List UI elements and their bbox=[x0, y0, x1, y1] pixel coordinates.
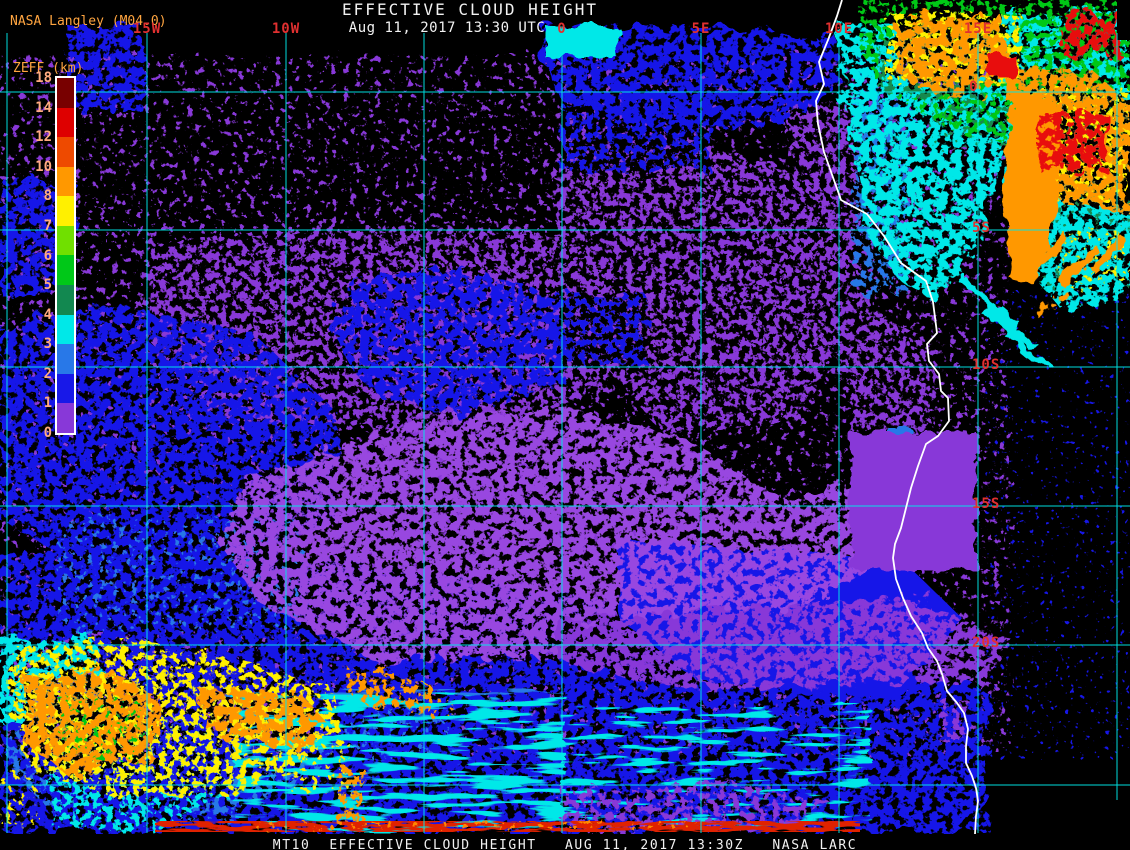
legend-tick-5: 5 bbox=[43, 277, 52, 293]
legend-tick-0: 0 bbox=[43, 425, 52, 441]
lat-label-0: 0 bbox=[969, 79, 979, 95]
legend-swatch-6-7 bbox=[57, 225, 74, 256]
lat-label-10s: 10S bbox=[972, 357, 1001, 373]
lon-label-10w: 10W bbox=[271, 21, 301, 37]
legend-tick-6: 6 bbox=[43, 248, 52, 264]
footer-bar: MT10 EFFECTIVE CLOUD HEIGHT AUG 11, 2017… bbox=[0, 834, 1130, 850]
legend-swatch-14-18 bbox=[57, 78, 74, 108]
legend-swatch-8-10 bbox=[57, 166, 74, 197]
lat-label-15s: 15S bbox=[972, 496, 1001, 512]
lon-label-5e: 5E bbox=[691, 21, 711, 37]
source-credit: NASA Langley (M04.0) bbox=[10, 14, 167, 29]
legend-swatch-7-8 bbox=[57, 196, 74, 226]
legend-tick-2: 2 bbox=[43, 366, 52, 382]
legend-tick-12: 12 bbox=[35, 129, 52, 145]
coastline bbox=[815, 0, 979, 835]
lon-label-10e: 10E bbox=[824, 21, 854, 37]
legend-tick-4: 4 bbox=[43, 307, 52, 323]
footer-caption: MT10 EFFECTIVE CLOUD HEIGHT AUG 11, 2017… bbox=[272, 838, 858, 850]
lat-label-20s: 20S bbox=[972, 635, 1001, 651]
legend-swatch-12-14 bbox=[57, 107, 74, 138]
graticule-grid bbox=[0, 33, 1130, 833]
lon-label-15w: 15W bbox=[132, 21, 162, 37]
legend-swatch-3-4 bbox=[57, 314, 74, 345]
legend-tick-10: 10 bbox=[35, 159, 52, 175]
legend-title: ZEFF (km) bbox=[13, 61, 84, 76]
legend-swatch-0-1 bbox=[57, 403, 74, 433]
legend-tick-14: 14 bbox=[35, 100, 52, 116]
legend-tick-7: 7 bbox=[43, 218, 52, 234]
legend-swatch-4-5 bbox=[57, 285, 74, 315]
legend-tick-18: 18 bbox=[35, 70, 52, 86]
page-title: EFFECTIVE CLOUD HEIGHT bbox=[342, 0, 598, 19]
legend-tick-8: 8 bbox=[43, 188, 52, 204]
legend-swatch-1-2 bbox=[57, 373, 74, 404]
timestamp-subtitle: Aug 11, 2017 13:30 UTC bbox=[348, 20, 546, 36]
legend-swatch-5-6 bbox=[57, 255, 74, 286]
legend-tick-1: 1 bbox=[43, 395, 52, 411]
legend-swatch-10-12 bbox=[57, 137, 74, 167]
legend-tick-3: 3 bbox=[43, 336, 52, 352]
legend-swatch-2-3 bbox=[57, 344, 74, 374]
legend-colorbar bbox=[55, 76, 76, 435]
lon-label-15e: 15E bbox=[963, 21, 993, 37]
lat-label-5s: 5S bbox=[972, 220, 991, 236]
lon-label-0: 0 bbox=[557, 21, 567, 37]
